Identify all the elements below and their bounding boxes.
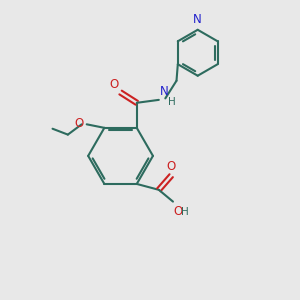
Text: N: N	[193, 13, 202, 26]
Text: N: N	[160, 85, 169, 98]
Text: H: H	[181, 207, 189, 217]
Text: O: O	[174, 205, 183, 218]
Text: H: H	[168, 97, 176, 107]
Text: O: O	[110, 78, 119, 91]
Text: O: O	[167, 160, 176, 173]
Text: O: O	[74, 117, 83, 130]
